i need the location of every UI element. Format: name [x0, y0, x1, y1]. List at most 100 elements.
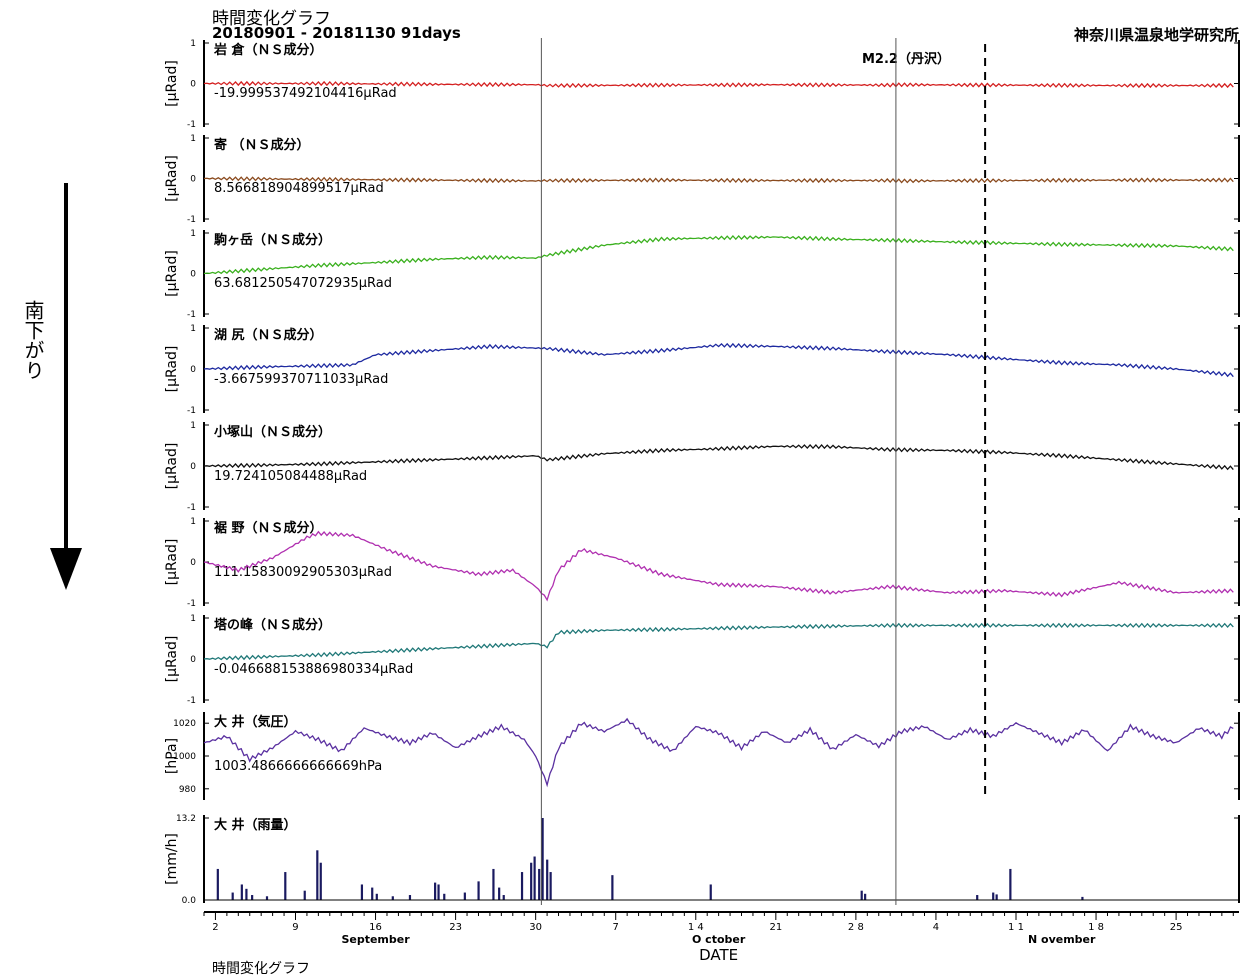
y-axis-label: [μRad]	[164, 155, 180, 202]
y-tick-label: 0	[190, 655, 196, 665]
rain-bar	[976, 895, 979, 900]
x-tick-label: 2	[212, 922, 218, 933]
y-tick-label: 1000	[173, 752, 196, 762]
rain-bar	[245, 888, 248, 900]
y-tick-label: 1	[190, 324, 196, 334]
rain-bar	[240, 884, 243, 900]
y-axis-label: [mm/h]	[164, 833, 180, 885]
panel-title: 大 井（雨量）	[214, 817, 297, 833]
rain-bar	[265, 896, 269, 900]
rain-bar	[391, 896, 394, 900]
rain-bar	[541, 818, 544, 900]
rain-bar	[1009, 868, 1012, 900]
rain-bar	[538, 868, 541, 900]
series-line	[203, 622, 1234, 661]
x-tick-label: 1 1	[1008, 922, 1024, 933]
panel-offset-label: -19.999537492104416μRad	[214, 86, 397, 101]
panel-6: 1 0 -1 [μRad] 裾 野（ＮＳ成分） 111.15830092905303μRa…	[164, 517, 1240, 609]
y-axis-label: [μRad]	[164, 60, 180, 107]
panel-offset-label: -0.046688153886980334μRad	[214, 662, 413, 677]
panel-title: 駒ヶ岳（ＮＳ成分）	[213, 232, 331, 248]
y-axis-label: [μRad]	[164, 346, 180, 393]
series-line	[203, 235, 1234, 275]
series-line	[203, 717, 1234, 788]
y-axis-label: [μRad]	[164, 636, 180, 683]
panel-3: 1 0 -1 [μRad] 駒ヶ岳（ＮＳ成分） 63.681250547072935μRa…	[164, 229, 1240, 320]
y-tick-label: 0	[190, 462, 196, 472]
panel-offset-label: 19.724105084488μRad	[214, 469, 367, 484]
y-tick-label: -1	[187, 120, 196, 130]
rain-bar	[611, 875, 614, 900]
y-tick-label: -1	[187, 503, 196, 513]
rain-bar	[502, 895, 505, 900]
y-tick-label: -1	[187, 310, 196, 320]
x-tick-label: 7	[613, 922, 619, 933]
panel-title: 小塚山（ＮＳ成分）	[214, 424, 331, 440]
rain-bar	[360, 884, 364, 900]
rain-bar	[371, 887, 374, 900]
y-tick-label: 0.0	[182, 896, 197, 906]
y-tick-label: 1	[190, 39, 196, 49]
panel-title: 大 井（気圧）	[214, 714, 297, 730]
panel-9: 13.2 0.0 [mm/h] 大 井（雨量）	[164, 814, 1240, 906]
panel-title: 湖 尻（ＮＳ成分）	[214, 327, 323, 343]
rain-bar	[434, 882, 437, 900]
x-tick-label: 30	[529, 922, 542, 933]
series-line	[203, 80, 1234, 89]
series-line	[203, 176, 1234, 184]
y-tick-label: -1	[187, 406, 196, 416]
panel-5: 1 0 -1 [μRad] 小塚山（ＮＳ成分） 19.724105084488μRad	[164, 421, 1240, 513]
panel-offset-label: 63.681250547072935μRad	[214, 276, 392, 291]
x-tick-label: 4	[933, 922, 939, 933]
rain-bar	[530, 862, 533, 900]
rain-bar	[549, 872, 552, 900]
y-tick-label: 0	[190, 270, 196, 280]
y-tick-label: -1	[187, 599, 196, 609]
rain-bar	[992, 892, 995, 900]
x-tick-label: 25	[1170, 922, 1183, 933]
rain-bar	[231, 892, 234, 900]
x-tick-label: 21	[769, 922, 782, 933]
rain-bar	[316, 850, 319, 900]
rain-bar	[319, 862, 322, 900]
rain-bar	[864, 893, 867, 900]
y-tick-label: 0	[190, 558, 196, 568]
y-axis-label: [μRad]	[164, 443, 180, 490]
rain-bar	[995, 894, 998, 900]
rain-bar	[216, 868, 219, 900]
x-tick-label: 23	[449, 922, 462, 933]
south-down-arrow	[50, 183, 82, 590]
panel-8: 1020 1000 980 [hPa] 大 井（気圧） 1003.486666666666…	[164, 712, 1240, 800]
panel-title: 裾 野（ＮＳ成分）	[214, 520, 323, 536]
panel-4: 1 0 -1 [μRad] 湖 尻（ＮＳ成分） -3.667599370711033μRa…	[164, 324, 1240, 416]
series-line	[203, 530, 1234, 602]
panel-offset-label: -3.667599370711033μRad	[214, 372, 388, 387]
panel-1: 1 0 -1 [μRad] 岩 倉（ＮＳ成分） -19.999537492104416μR…	[164, 39, 1240, 130]
panel-offset-label: 8.566818904899517μRad	[214, 181, 384, 196]
event-label: M2.2（丹沢）	[862, 52, 950, 67]
x-tick-label: 9	[292, 922, 298, 933]
rain-bar	[709, 884, 712, 900]
panel-offset-label: 111.15830092905303μRad	[214, 565, 392, 580]
rain-bar	[492, 868, 495, 900]
rain-bar	[303, 890, 306, 900]
rain-bar	[463, 892, 466, 900]
rain-bar	[408, 895, 412, 900]
rain-bar	[1081, 896, 1084, 900]
y-tick-label: 980	[179, 785, 196, 795]
rain-bar	[860, 890, 863, 900]
rain-bar	[437, 884, 440, 900]
rain-bar	[443, 893, 446, 900]
x-tick-label: 16	[369, 922, 382, 933]
x-tick-label: 1 8	[1088, 922, 1104, 933]
panel-offset-label: 1003.4866666666669hPa	[214, 759, 382, 774]
y-tick-label: 1	[190, 517, 196, 527]
x-tick-label: 1 4	[688, 922, 704, 933]
y-tick-label: 1020	[173, 719, 196, 729]
y-tick-label: 0	[190, 80, 196, 90]
x-axis-title: DATE	[699, 946, 738, 964]
y-tick-label: -1	[187, 215, 196, 225]
institution-name: 神奈川県温泉地学研究所	[1073, 26, 1239, 44]
y-tick-label: 13.2	[176, 814, 196, 824]
